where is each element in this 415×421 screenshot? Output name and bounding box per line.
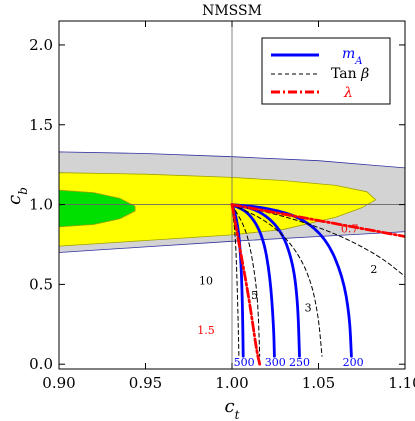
curve-dashed-3 xyxy=(231,204,323,357)
x-tick-label: 0.90 xyxy=(42,374,75,392)
region-1 xyxy=(59,172,377,247)
curve-label-0_7: 0.7 xyxy=(341,223,359,236)
curve-label-1_5: 1.5 xyxy=(197,324,215,337)
curve-label-3: 3 xyxy=(305,302,312,315)
curve-label-10: 10 xyxy=(199,274,213,287)
curve-label-5: 5 xyxy=(251,289,258,302)
curve-dashdot-1_5 xyxy=(230,203,262,366)
curve-solid-200 xyxy=(230,203,353,358)
y-tick-label: 1.0 xyxy=(29,196,53,214)
curve-label-200: 200 xyxy=(343,356,364,369)
curve-dashed-5 xyxy=(231,204,261,357)
curve-label-500: 500 xyxy=(234,356,255,369)
curve-label-250: 250 xyxy=(289,356,310,369)
x-axis-title: ct xyxy=(225,396,240,421)
model-curves xyxy=(230,203,405,366)
legend-box xyxy=(261,37,391,105)
curve-labels: 2 3 5 10 0.7 1.5 500 300 250 200 xyxy=(197,223,377,369)
x-axis-ticks: 0.90 0.95 1.00 1.05 1.10 xyxy=(42,21,415,392)
legend-label-tanb: Tan β xyxy=(331,66,369,82)
curve-label-300: 300 xyxy=(265,356,286,369)
y-tick-label: 0.5 xyxy=(29,275,53,293)
y-axis-ticks: 0.0 0.5 1.0 1.5 2.0 xyxy=(29,36,405,373)
x-tick-label: 1.05 xyxy=(302,374,335,392)
x-tick-label: 1.10 xyxy=(388,374,415,392)
region-2 xyxy=(59,189,136,228)
chart-title: NMSSM xyxy=(202,3,262,19)
y-axis-title: cb xyxy=(4,187,30,205)
legend: mA Tan β λ xyxy=(261,37,391,105)
legend-label-lambda: λ xyxy=(343,85,353,101)
y-tick-label: 2.0 xyxy=(29,36,53,54)
curve-label-2: 2 xyxy=(370,263,377,276)
x-tick-label: 0.95 xyxy=(129,374,162,392)
x-tick-label: 1.00 xyxy=(215,374,248,392)
y-tick-label: 1.5 xyxy=(29,116,53,134)
y-tick-label: 0.0 xyxy=(29,355,53,373)
